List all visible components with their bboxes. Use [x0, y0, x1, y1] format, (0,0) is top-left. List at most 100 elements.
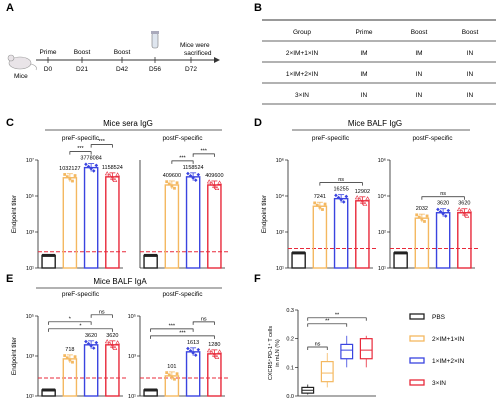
table-cell: 3×IN: [295, 92, 309, 99]
data-point: [443, 214, 448, 218]
data-label: 3778084: [80, 156, 101, 162]
significance-bracket: [150, 328, 194, 332]
chart-subtitle: postF-specific: [162, 291, 203, 298]
data-label: 718: [65, 347, 74, 353]
bar-1: [62, 177, 78, 269]
table-cell: IM: [360, 50, 367, 57]
data-point: [318, 205, 322, 209]
y-tick-label: 10⁷: [26, 157, 34, 164]
bar-2: [435, 212, 451, 269]
tube-icon: [151, 31, 159, 49]
table-header-cell: Boost: [462, 29, 479, 36]
pbs-points: [394, 251, 408, 255]
data-point: [65, 175, 69, 179]
data-point: [91, 346, 96, 350]
y-tick-label: 0.0: [286, 394, 294, 400]
data-point: [354, 195, 360, 200]
significance-label: ns: [315, 342, 321, 348]
panel-title-c: Mice sera IgG: [103, 119, 153, 128]
data-point: [459, 209, 465, 214]
data-point: [104, 171, 110, 176]
data-label: 3620: [85, 333, 97, 339]
significance-bracket: [150, 335, 215, 339]
data-point: [186, 171, 190, 176]
data-point: [196, 347, 201, 352]
table-header-cell: Group: [293, 29, 311, 36]
data-point: [73, 174, 77, 177]
data-point: [209, 350, 215, 355]
data-point: [191, 176, 195, 180]
timeline-event-label: Boost: [114, 49, 131, 56]
data-point: [336, 195, 341, 200]
data-point: [313, 201, 317, 205]
data-point: [68, 177, 72, 181]
data-point: [112, 177, 118, 182]
data-point: [84, 162, 88, 167]
significance-bracket: [319, 182, 363, 186]
data-point: [89, 166, 93, 171]
significance-bracket: [69, 151, 92, 155]
data-point: [193, 178, 198, 182]
timeline-day-label: D0: [44, 66, 53, 73]
significance-label: ***: [169, 323, 176, 329]
box-1: [320, 361, 334, 383]
data-label: 1280: [208, 342, 220, 348]
legend-swatch: [409, 313, 425, 320]
y-axis-label: CXCR5⁺PD-1⁺ T cells: [267, 326, 274, 380]
chart-subtitle: preF-specific: [62, 135, 100, 142]
table-cell: IN: [467, 50, 474, 57]
bar-1: [164, 184, 180, 269]
data-point: [217, 349, 222, 354]
panel-a: A Mice Prime D0 Boost D21 Boost D42 D56 D72 Mic…: [6, 2, 220, 80]
significance-bracket: [90, 144, 113, 148]
significance-label: **: [325, 318, 330, 324]
legend-swatch: [409, 357, 425, 364]
pbs-points: [42, 388, 56, 392]
panel-letter-e: E: [6, 273, 13, 285]
data-point: [188, 348, 193, 353]
data-point: [188, 173, 193, 178]
data-point: [71, 360, 74, 364]
significance-bracket: [421, 196, 465, 200]
significance-label: ns: [440, 191, 446, 197]
legend: PBS 2×IM+1×IN 1×IM+2×IN 3×IN: [409, 313, 465, 387]
chart-c-0: preF-specific 10¹ 10³ 10⁵ 10⁷ Endpoint titer 1…: [11, 135, 127, 272]
y-tick-label: 0.1: [286, 365, 294, 371]
significance-label: **: [335, 312, 340, 318]
chart-d-2: preF-specific 10¹ 10² 10⁴ 10⁶ Endpoint titer 7…: [261, 135, 377, 272]
pbs-points: [42, 253, 56, 257]
timeline-arrowhead: [214, 57, 220, 63]
bar-0: [291, 252, 306, 269]
y-tick-label: 10¹: [128, 394, 136, 400]
y-tick-label: 10¹: [378, 266, 386, 272]
data-point: [420, 217, 424, 221]
significance-label: ***: [77, 146, 84, 152]
table-cell: 2×IM+1×IN: [286, 50, 319, 57]
y-tick-label: 10²: [378, 230, 386, 236]
data-point: [112, 345, 118, 350]
data-label: 2032: [416, 206, 428, 212]
bar-0: [393, 252, 408, 269]
data-label: 16255: [333, 187, 348, 193]
significance-bracket: [90, 314, 113, 318]
significance-label: ***: [179, 330, 186, 336]
sacrifice-label-2: sacrificed: [184, 50, 212, 57]
data-point: [323, 202, 327, 206]
pbs-points: [292, 251, 306, 255]
data-point: [196, 172, 201, 177]
significance-bracket: [307, 323, 348, 327]
data-point: [165, 180, 169, 184]
timeline-day-label: D72: [185, 66, 197, 73]
data-point: [206, 348, 212, 353]
data-point: [170, 184, 174, 188]
table-header-cell: Prime: [356, 29, 373, 36]
data-point: [339, 197, 343, 202]
table-cell: IM: [360, 71, 367, 78]
panel-letter-a: A: [6, 2, 14, 14]
significance-bracket: [307, 317, 367, 321]
y-tick-label: 10¹: [276, 266, 284, 272]
data-point: [110, 343, 115, 348]
data-point: [94, 163, 99, 168]
y-tick-label: 10¹: [26, 266, 34, 272]
